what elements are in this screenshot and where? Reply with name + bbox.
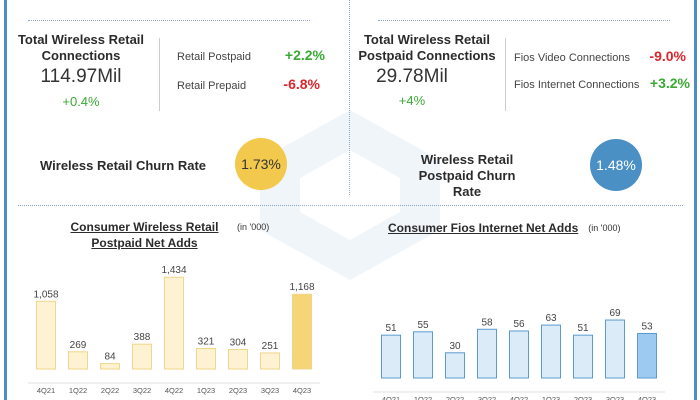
right-change: +4% xyxy=(398,93,426,108)
left-border xyxy=(4,0,7,400)
tick-label-1Q23: 1Q23 xyxy=(197,386,215,395)
data-label-4Q22: 1,434 xyxy=(161,265,186,276)
bar-2Q22 xyxy=(445,352,465,379)
left-title: Total Wireless Retail Connections xyxy=(17,32,145,63)
bar-4Q23 xyxy=(292,293,312,370)
data-label-2Q23: 51 xyxy=(577,323,589,334)
bar-4Q21 xyxy=(381,334,401,379)
divider xyxy=(505,38,506,111)
bar-2Q23 xyxy=(228,349,248,370)
tick-label-4Q23: 4Q23 xyxy=(293,386,311,395)
bar-3Q23 xyxy=(605,319,625,379)
divider xyxy=(349,0,350,195)
tick-label-1Q23: 1Q23 xyxy=(542,395,560,400)
bar-1Q22 xyxy=(413,331,433,379)
watermark-logo xyxy=(260,110,440,280)
bar-3Q22 xyxy=(132,343,152,370)
data-label-1Q23: 63 xyxy=(545,313,557,324)
chart-header-wireless: Consumer Wireless Retail Postpaid Net Ad… xyxy=(62,219,270,251)
tick-label-1Q22: 1Q22 xyxy=(69,386,87,395)
tick-label-2Q22: 2Q22 xyxy=(101,386,119,395)
fios-video-row: Fios Video Connections -9.0% xyxy=(514,48,686,64)
data-label-4Q22: 56 xyxy=(513,319,525,330)
bar-3Q23 xyxy=(260,352,280,370)
data-label-2Q22: 84 xyxy=(104,352,116,363)
tick-label-2Q22: 2Q22 xyxy=(446,395,464,400)
chart-header-fios: Consumer Fios Internet Net Adds (in '000… xyxy=(388,220,620,236)
data-label-1Q22: 269 xyxy=(70,340,87,351)
right-value: 29.78Mil xyxy=(376,66,448,87)
fios-internet-value: +3.2% xyxy=(649,75,690,91)
fios-internet-row: Fios Internet Connections +3.2% xyxy=(514,75,690,91)
tick-label-3Q23: 3Q23 xyxy=(261,386,279,395)
bar-2Q23 xyxy=(573,334,593,379)
fios-net-adds-chart: 51 4Q21 55 1Q22 30 2Q22 58 3Q22 56 4Q22 63 1Q23 51 2Q… xyxy=(373,308,665,400)
bar-1Q22 xyxy=(68,351,88,370)
bar-4Q23 xyxy=(637,332,657,379)
retail-postpaid-label: Retail Postpaid xyxy=(177,51,251,63)
retail-postpaid-value: +2.2% xyxy=(284,47,325,63)
tick-label-4Q21: 4Q21 xyxy=(382,395,400,400)
data-label-4Q21: 51 xyxy=(385,323,397,334)
tick-label-4Q22: 4Q22 xyxy=(165,386,183,395)
divider xyxy=(28,20,310,21)
retail-prepaid-value: -6.8% xyxy=(283,76,320,92)
right-title: Total Wireless Retail Postpaid Connectio… xyxy=(358,32,496,63)
data-label-3Q22: 388 xyxy=(134,332,151,343)
bar-1Q23 xyxy=(541,324,561,379)
divider xyxy=(159,38,160,111)
postpaid-churn-badge: 1.48% xyxy=(590,139,642,191)
left-change: +0.4% xyxy=(62,94,100,109)
tick-label-3Q23: 3Q23 xyxy=(606,395,624,400)
fios-video-label: Fios Video Connections xyxy=(514,52,630,64)
fios-internet-label: Fios Internet Connections xyxy=(514,79,640,91)
retail-prepaid-row: Retail Prepaid -6.8% xyxy=(177,76,320,92)
data-label-1Q23: 321 xyxy=(198,336,215,347)
left-value: 114.97Mil xyxy=(40,66,122,87)
bar-2Q22 xyxy=(100,363,120,370)
churn-label: Wireless Retail Churn Rate xyxy=(40,158,207,173)
chart-title-wireless: Consumer Wireless Retail Postpaid Net Ad… xyxy=(70,220,219,250)
postpaid-churn-label: Wireless Retail Postpaid Churn Rate xyxy=(418,152,516,199)
tick-label-4Q22: 4Q22 xyxy=(510,395,528,400)
tick-label-4Q21: 4Q21 xyxy=(37,386,55,395)
tick-label-2Q23: 2Q23 xyxy=(574,395,592,400)
tick-label-3Q22: 3Q22 xyxy=(478,395,496,400)
divider xyxy=(378,20,670,21)
bar-4Q21 xyxy=(36,300,56,370)
data-label-3Q23: 69 xyxy=(609,308,621,319)
tick-label-3Q22: 3Q22 xyxy=(133,386,151,395)
churn-badge: 1.73% xyxy=(235,138,287,190)
data-label-4Q23: 1,168 xyxy=(289,282,314,293)
tick-label-4Q23: 4Q23 xyxy=(638,395,656,400)
tick-label-2Q23: 2Q23 xyxy=(229,386,247,395)
data-label-3Q22: 58 xyxy=(481,317,493,328)
data-label-4Q21: 1,058 xyxy=(33,289,58,300)
tick-label-1Q22: 1Q22 xyxy=(414,395,432,400)
chart-unit-fios: (in '000) xyxy=(588,223,621,233)
chart-title-fios: Consumer Fios Internet Net Adds xyxy=(388,221,579,235)
bar-4Q22 xyxy=(164,276,184,370)
bar-1Q23 xyxy=(196,347,216,370)
fios-video-value: -9.0% xyxy=(649,48,686,64)
divider xyxy=(18,205,683,206)
right-border xyxy=(694,0,697,400)
bar-3Q22 xyxy=(477,328,497,379)
wireless-net-adds-chart: 1,058 4Q21 269 1Q22 84 2Q22 388 3Q22 1,434 4Q22 32… xyxy=(28,265,320,395)
chart-unit-wireless: (in '000) xyxy=(237,222,270,232)
bar-4Q22 xyxy=(509,330,529,379)
data-label-3Q23: 251 xyxy=(262,341,279,352)
data-label-2Q22: 30 xyxy=(449,341,461,352)
data-label-4Q23: 53 xyxy=(641,321,653,332)
retail-postpaid-row: Retail Postpaid +2.2% xyxy=(177,47,325,63)
data-label-1Q22: 55 xyxy=(417,320,429,331)
data-label-2Q23: 304 xyxy=(230,338,247,349)
retail-prepaid-label: Retail Prepaid xyxy=(177,80,247,92)
